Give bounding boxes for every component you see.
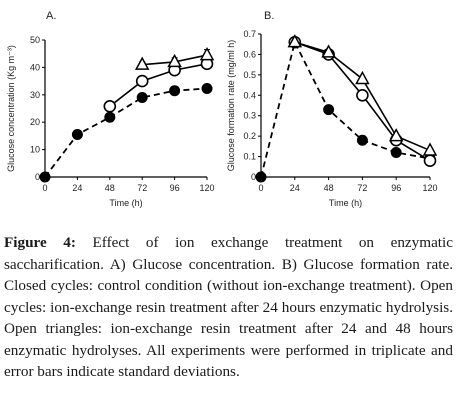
- data-point-open-triangle: [388, 128, 404, 142]
- x-tick-label: 0: [258, 183, 263, 193]
- x-tick-label: 120: [422, 183, 437, 193]
- data-point-filled-circle: [71, 129, 83, 141]
- data-point-open-triangle: [287, 34, 303, 48]
- y-axis-title: Glucose formation rate (mg/ml h): [226, 40, 236, 172]
- y-tick-label: 0.7: [243, 29, 256, 39]
- y-tick-label: 30: [30, 90, 40, 100]
- y-axis-title: Glucose concentration (Kg m⁻³): [6, 45, 16, 172]
- x-tick-label: 48: [105, 183, 115, 193]
- x-tick-label: 0: [42, 183, 47, 193]
- data-point-open-triangle: [134, 56, 150, 70]
- y-tick-label: 0: [251, 172, 256, 182]
- data-point-open-circle: [135, 74, 149, 88]
- y-tick-label: 0.4: [243, 90, 256, 100]
- x-tick-label: 72: [137, 183, 147, 193]
- data-point-open-triangle: [167, 53, 182, 68]
- data-point-open-triangle: [321, 44, 336, 58]
- x-tick-label: 24: [72, 183, 82, 193]
- x-tick-label: 72: [357, 183, 367, 193]
- x-tick-label: 96: [391, 183, 401, 193]
- x-tick-label: 24: [290, 183, 300, 193]
- y-tick-label: 10: [30, 145, 40, 155]
- panel-label: B.: [264, 10, 274, 22]
- y-tick-label: 0.3: [243, 111, 256, 121]
- series-line-filled-circle: [44, 87, 208, 178]
- data-point-filled-circle: [255, 171, 267, 183]
- y-tick-label: 0.5: [243, 70, 256, 80]
- data-point-open-triangle: [422, 142, 438, 156]
- y-tick-label: 0: [35, 172, 40, 182]
- data-point-open-triangle: [199, 47, 215, 61]
- data-point-open-circle: [356, 88, 369, 102]
- data-point-filled-circle: [169, 85, 181, 97]
- y-tick-label: 0.1: [243, 152, 256, 162]
- series-line-filled-circle: [260, 39, 431, 178]
- panel-label: A.: [46, 10, 56, 22]
- y-tick-label: 40: [30, 62, 40, 72]
- x-tick-label: 96: [170, 183, 180, 193]
- chart-glucose-formation-rate: B. 0 0.1 0.2 0.3 0.4 0.5 0.6 0.7 0 24 48 72 96 120 Time…: [226, 10, 438, 208]
- data-point-filled-circle: [136, 92, 148, 104]
- data-point-open-triangle: [355, 70, 370, 85]
- y-tick-label: 50: [30, 35, 40, 45]
- caption-text: Effect of ion exchange treatment on enzy…: [4, 234, 453, 381]
- data-point-filled-circle: [356, 134, 368, 146]
- data-point-open-circle: [423, 154, 437, 167]
- data-point-filled-circle: [201, 82, 213, 94]
- y-tick-label: 0.2: [243, 131, 256, 141]
- chart-glucose-concentration: A. 0 10 20 30 40 50 0 24 48 72 96 120 Time (h) Glucose…: [6, 10, 215, 208]
- data-point-filled-circle: [323, 104, 335, 116]
- data-point-filled-circle: [39, 171, 51, 183]
- y-tick-label: 0.6: [243, 49, 256, 59]
- x-axis-title: Time (h): [109, 198, 142, 208]
- figure-caption: Figure 4: Effect of ion exchange treatme…: [4, 232, 453, 383]
- data-point-filled-circle: [390, 146, 402, 158]
- x-axis-title: Time (h): [329, 198, 362, 208]
- data-point-open-circle: [103, 100, 117, 113]
- data-point-filled-circle: [104, 111, 116, 123]
- y-tick-label: 20: [30, 117, 40, 127]
- x-tick-label: 48: [324, 183, 334, 193]
- caption-label: Figure 4:: [4, 234, 76, 252]
- x-tick-label: 120: [199, 183, 214, 193]
- series-line-open-circle: [109, 63, 208, 107]
